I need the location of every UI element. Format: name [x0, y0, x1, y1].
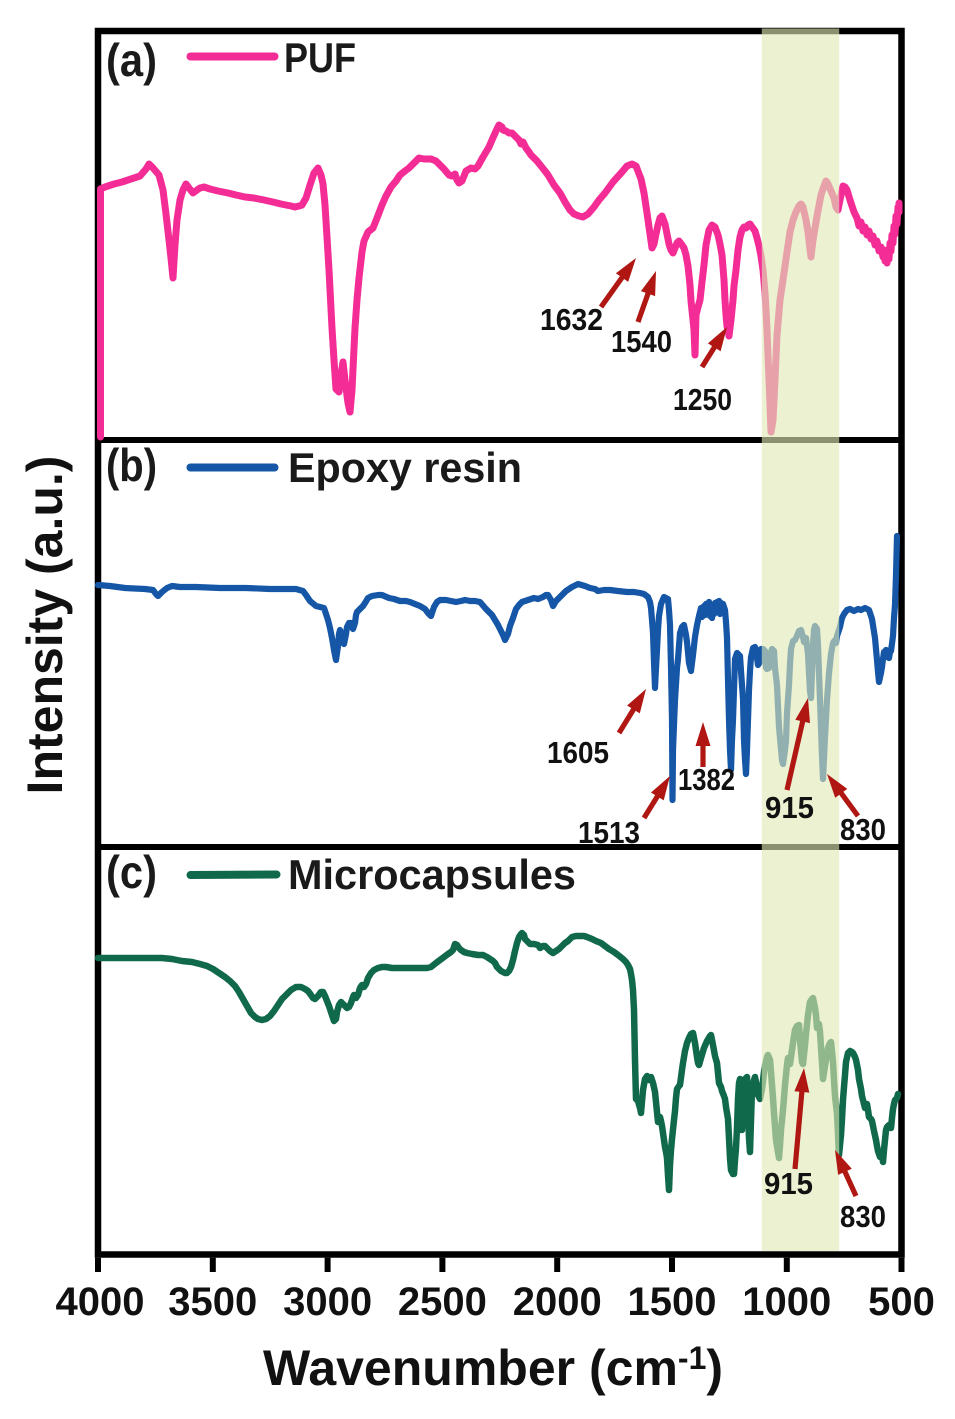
svg-text:2000: 2000 [513, 1280, 602, 1324]
svg-text:1250: 1250 [673, 382, 732, 417]
svg-text:1000: 1000 [742, 1280, 831, 1324]
svg-text:Wavenumber (cm-1): Wavenumber (cm-1) [263, 1340, 723, 1396]
svg-text:915: 915 [764, 1166, 813, 1201]
svg-text:Microcapsules: Microcapsules [288, 851, 576, 898]
svg-text:500: 500 [868, 1280, 935, 1324]
svg-text:4000: 4000 [56, 1280, 145, 1324]
svg-text:1382: 1382 [678, 762, 735, 797]
svg-text:3500: 3500 [168, 1280, 257, 1324]
svg-text:Epoxy resin: Epoxy resin [288, 444, 522, 491]
svg-text:1500: 1500 [628, 1280, 717, 1324]
svg-text:PUF: PUF [284, 34, 356, 81]
svg-text:1513: 1513 [578, 815, 640, 850]
svg-text:915: 915 [765, 790, 814, 825]
svg-text:(a): (a) [106, 34, 157, 86]
svg-text:(b): (b) [106, 439, 157, 491]
svg-text:Intensity (a.u.): Intensity (a.u.) [17, 456, 73, 795]
svg-text:1632: 1632 [540, 302, 603, 337]
svg-text:830: 830 [840, 812, 886, 847]
svg-text:830: 830 [840, 1199, 886, 1234]
svg-text:1540: 1540 [611, 324, 672, 359]
svg-text:(c): (c) [106, 846, 157, 898]
svg-text:3000: 3000 [283, 1280, 372, 1324]
svg-text:1605: 1605 [547, 735, 609, 770]
svg-text:2500: 2500 [398, 1280, 487, 1324]
